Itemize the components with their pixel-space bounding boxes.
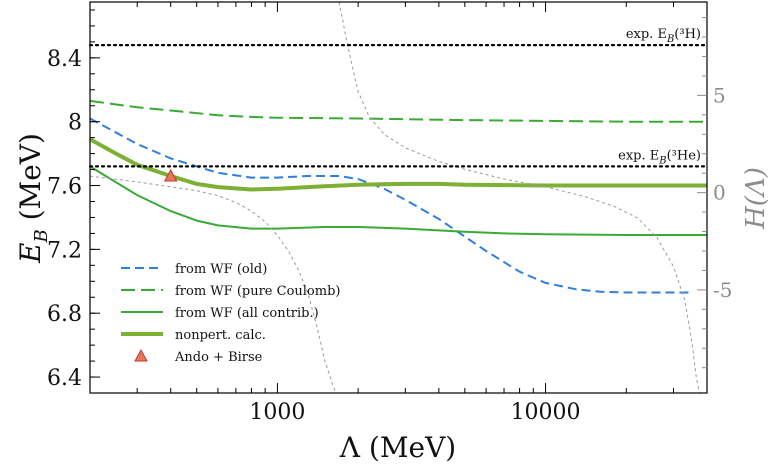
x-tick-label: 10000	[511, 400, 581, 425]
reference-lines	[88, 43, 709, 168]
y2-tick-label: 0	[713, 181, 726, 205]
marker-ando-birse	[163, 168, 178, 182]
y-tick-label: 6.4	[47, 366, 82, 391]
legend: from WF (old) from WF (pure Coulomb) fro…	[121, 262, 340, 365]
y-tick-label: 7.6	[47, 175, 82, 200]
series-line-1	[90, 99, 707, 123]
y-tick-label: 8	[68, 111, 82, 136]
x-axis-title: Λ (MeV)	[339, 431, 456, 464]
hline-label-pre: exp. E	[626, 27, 667, 42]
legend-swatches	[121, 267, 163, 362]
series-line-5	[338, 2, 700, 393]
legend-swatch-marker	[134, 348, 148, 362]
hline-label-post: (³He)	[667, 148, 701, 163]
series-layer	[90, 2, 707, 393]
legend-label: from WF (pure Coulomb)	[175, 284, 340, 299]
series-line-3	[90, 137, 707, 192]
legend-label: nonpert. calc.	[175, 328, 266, 343]
hline-label-3H: exp. EB(³H)	[626, 27, 701, 45]
series-line-0	[90, 117, 692, 294]
x-tick-label: 1000	[249, 400, 305, 425]
legend-label: Ando + Birse	[174, 350, 263, 365]
hline-label-sub: B	[666, 34, 674, 45]
series-line-2	[90, 165, 707, 236]
markers	[163, 168, 178, 182]
y2-axis-title: H(Λ)	[741, 167, 771, 230]
y-tick-label: 8.4	[47, 47, 82, 72]
y-axis-title: EB (MeV)	[14, 133, 52, 264]
y-axis-title-rest: (MeV)	[14, 133, 47, 229]
y2-tick-label: 5	[713, 83, 726, 107]
y-tick-label: 6.8	[47, 302, 82, 327]
hline-label-post: (³H)	[674, 27, 701, 42]
hline-label-sub: B	[658, 155, 666, 166]
plot-frame	[89, 1, 708, 394]
axis-ticks	[89, 2, 708, 393]
hline-label-3He: exp. EB(³He)	[618, 148, 701, 166]
series-line-4	[90, 175, 337, 393]
y-tick-label: 7.2	[47, 238, 82, 263]
y-axis-title-sub: B	[31, 229, 52, 243]
legend-label: from WF (old)	[175, 262, 267, 277]
y2-tick-label: -5	[713, 278, 732, 302]
legend-label: from WF (all contrib.)	[175, 306, 319, 321]
hline-label-pre: exp. E	[618, 148, 659, 163]
y-axis-title-main: E	[14, 243, 47, 264]
